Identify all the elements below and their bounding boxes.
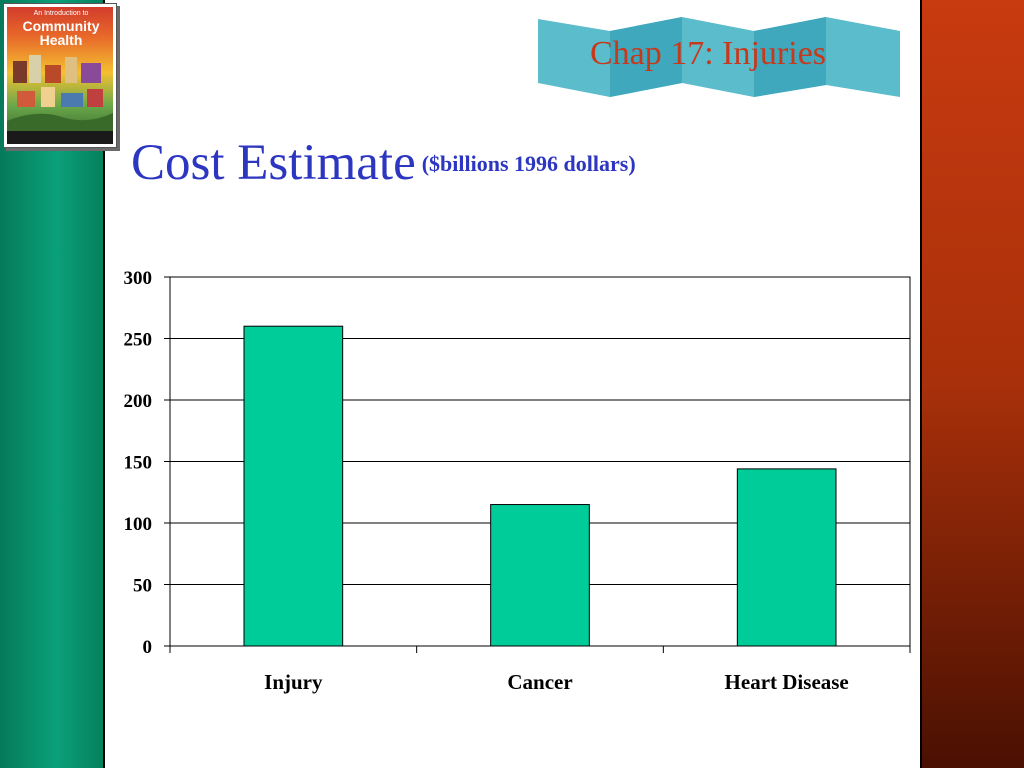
y-tick-label-250: 250 <box>124 330 153 351</box>
y-tick-label-0: 0 <box>143 637 153 658</box>
y-tick-label-300: 300 <box>124 268 153 289</box>
x-category-label-heart-disease: Heart Disease <box>725 670 849 694</box>
chapter-banner <box>538 17 900 97</box>
book-cover-image: An Introduction to Community Health <box>3 3 117 148</box>
slide-subtitle: ($billions 1996 dollars) <box>421 151 636 177</box>
bar-injury <box>243 325 344 647</box>
chapter-title: Chap 17: Injuries <box>589 35 827 72</box>
y-tick-label-100: 100 <box>124 514 153 535</box>
book-cover-line3: Health <box>39 32 83 48</box>
bar-heart-disease <box>736 468 837 647</box>
right-decorative-panel <box>920 0 1024 768</box>
y-tick-label-50: 50 <box>133 576 152 597</box>
x-category-label-cancer: Cancer <box>507 670 572 694</box>
slide-title: Cost Estimate ($billions 1996 dollars) <box>131 134 636 192</box>
book-cover-art: An Introduction to Community Health <box>7 7 113 144</box>
bar-cancer <box>490 504 590 647</box>
book-cover-line2: Community <box>22 18 100 34</box>
x-category-label-injury: Injury <box>264 670 323 694</box>
book-cover-town-illustration <box>7 55 113 144</box>
book-cover-line1: An Introduction to <box>33 10 89 17</box>
slide-title-text: Cost Estimate <box>131 135 416 191</box>
y-tick-label-150: 150 <box>124 453 153 474</box>
y-tick-label-200: 200 <box>124 391 153 412</box>
